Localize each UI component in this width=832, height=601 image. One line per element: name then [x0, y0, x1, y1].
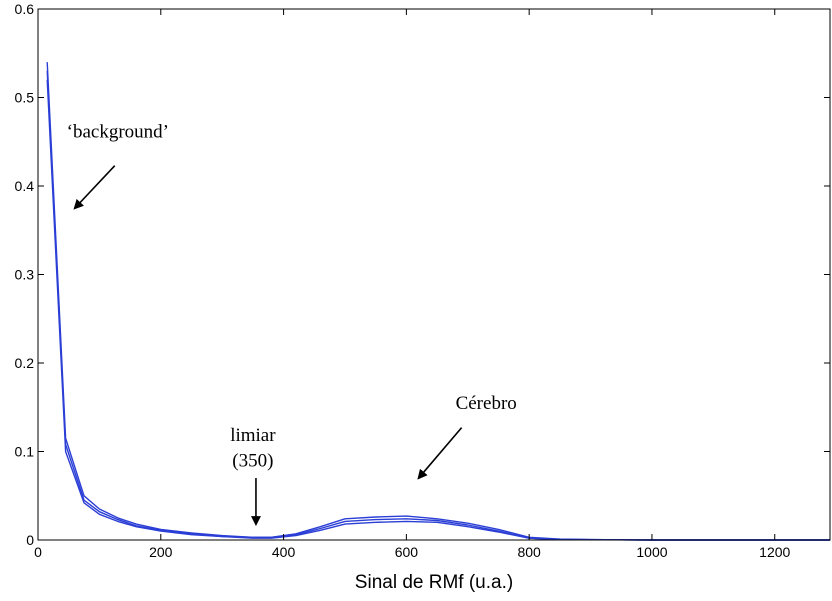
x-tick-label: 1000: [636, 544, 667, 560]
annotation-layer: ‘background’ limiar (350) Cérebro: [67, 121, 517, 527]
x-tick-label: 200: [149, 544, 173, 560]
x-tick-label: 800: [517, 544, 541, 560]
annotation-label: Cérebro: [456, 393, 517, 414]
series-line-3: [46, 79, 830, 541]
y-tick-label: 0: [26, 532, 34, 548]
annotation-arrow: [417, 427, 463, 480]
annotation-arrow: [73, 165, 116, 210]
y-tick-label: 0.5: [15, 90, 35, 106]
x-axis-title: Sinal de RMf (u.a.): [355, 572, 513, 593]
y-tick-label: 0.4: [15, 178, 35, 194]
y-tick-label: 0.1: [15, 444, 35, 460]
y-tick-label: 0.6: [15, 1, 35, 17]
y-tick-label: 0.2: [15, 355, 35, 371]
annotation-label: ‘background’: [67, 121, 169, 142]
x-tick-label: 1200: [759, 544, 790, 560]
annotation-label: (350): [232, 451, 273, 472]
x-tick-label: 0: [34, 544, 42, 560]
y-tick-label: 0.3: [15, 267, 35, 283]
axes-layer: 0 200 400 600 800 1000 1200 0 0.1 0.2 0.3 0.4 0.5 0.6: [15, 1, 830, 560]
x-tick-label: 400: [272, 544, 296, 560]
annotation-label: limiar: [230, 425, 276, 446]
x-tick-label: 600: [395, 544, 419, 560]
